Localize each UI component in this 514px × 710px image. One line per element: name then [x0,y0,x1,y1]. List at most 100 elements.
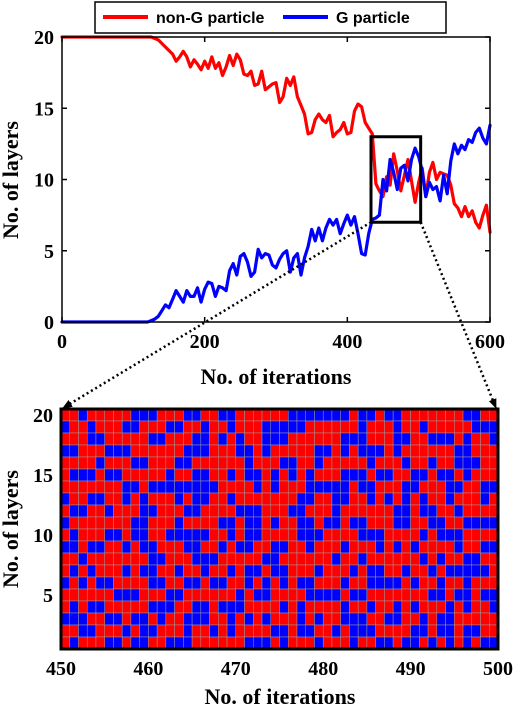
heatmap-cell [322,492,333,506]
heatmap-cell [331,636,341,650]
heatmap-cell [113,516,123,530]
heatmap-cell [104,552,114,566]
heatmap-cell [296,540,306,554]
heatmap-cell [349,480,359,494]
heatmap-cell [183,492,193,506]
heatmap-cell [130,492,140,506]
heatmap-cell [183,516,193,530]
heatmap-cell [279,504,289,518]
heatmap-cell [200,528,210,542]
heatmap-cell [261,420,272,434]
heatmap-cell [156,480,167,494]
heatmap-cell [427,612,438,626]
heatmap-cell [235,624,245,638]
heatmap-cell [165,444,175,458]
heatmap-cell [244,468,254,482]
heatmap-cell [419,540,429,554]
heatmap-cell [209,492,219,506]
heatmap-cell [471,504,481,518]
heatmap-cell [392,432,403,446]
heatmap-cell [209,624,219,638]
heatmap-cell [104,468,114,482]
heatmap-cell [445,480,455,494]
heatmap-cell [191,600,202,614]
heatmap-cell [121,456,132,470]
heatmap-cell [322,636,333,650]
heatmap-cell [436,492,446,506]
heatmap-cell [165,528,175,542]
heatmap-cell [139,516,149,530]
heatmap-cell [462,420,473,434]
top-y-axis-label: No. of layers [0,121,23,239]
heatmap-cell [139,468,149,482]
heatmap-cell [357,564,368,578]
heatmap-cell [462,540,473,554]
heatmap-cell [471,456,481,470]
y-tick-label: 20 [33,405,53,427]
heatmap-cell [384,624,394,638]
heatmap-cell [244,636,254,650]
heatmap-cell [462,444,473,458]
heatmap-cell [121,636,132,650]
heatmap-cell [218,420,228,434]
x-tick-label: 480 [308,658,338,680]
heatmap-cell [445,636,455,650]
heatmap-cell [410,552,420,566]
heatmap-cell [279,624,289,638]
heatmap-cell [104,624,114,638]
heatmap-cell [261,468,272,482]
heatmap-cell [270,492,280,506]
heatmap-cell [200,516,210,530]
heatmap-cell [471,492,481,506]
heatmap-cell [261,456,272,470]
heatmap-cell [121,444,132,458]
heatmap-cell [261,492,272,506]
heatmap-cell [174,504,184,518]
heatmap-cell [419,552,429,566]
heatmap-cell [113,432,123,446]
heatmap-cell [322,420,333,434]
heatmap-cell [104,528,114,542]
heatmap-cell [480,588,490,602]
heatmap-cell [357,528,368,542]
heatmap-cell [384,540,394,554]
heatmap-cell [270,576,280,590]
heatmap-cell [410,564,420,578]
heatmap-cell [454,552,464,566]
heatmap-cell [436,588,446,602]
heatmap-cell [226,420,237,434]
heatmap-cell [113,480,123,494]
heatmap-cell [139,636,149,650]
heatmap-cell [253,540,263,554]
heatmap-cell [375,600,385,614]
heatmap-cell [165,576,175,590]
heatmap-cell [139,528,149,542]
heatmap-cell [454,468,464,482]
heatmap-cell [436,444,446,458]
heatmap-cell [253,552,263,566]
heatmap-cell [375,468,385,482]
heatmap-cell [253,636,263,650]
heatmap-cell [305,552,315,566]
heatmap-cell [375,552,385,566]
heatmap-cell [113,528,123,542]
heatmap-cell [296,480,306,494]
heatmap-cell [218,468,228,482]
heatmap-cell [86,456,97,470]
heatmap-cell [226,528,237,542]
heatmap-cell [209,456,219,470]
heatmap-cell [148,480,158,494]
heatmap-cell [419,444,429,458]
heatmap-cell [130,564,140,578]
heatmap-cell [427,576,438,590]
heatmap-cell [78,480,88,494]
heatmap-cell [104,516,114,530]
heatmap-cell [156,588,167,602]
heatmap-cell [445,612,455,626]
heatmap-cell [366,480,376,494]
heatmap-cell [235,420,245,434]
heatmap-cell [357,504,368,518]
heatmap-cell [200,540,210,554]
heatmap-cell [86,564,97,578]
heatmap-cell [226,540,237,554]
